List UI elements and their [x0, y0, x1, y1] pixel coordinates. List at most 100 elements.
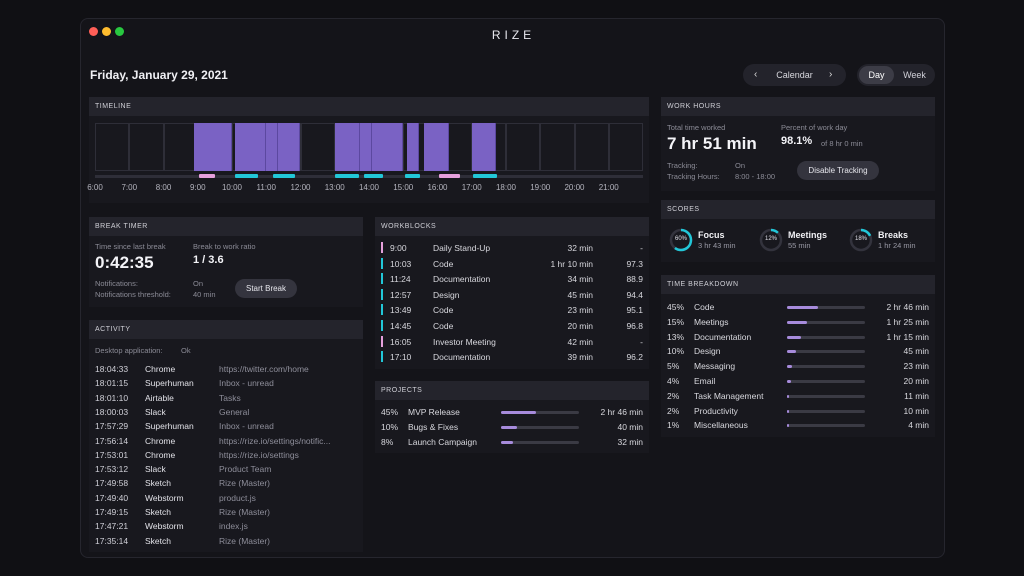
- activity-row[interactable]: 17:53:01 Chrome https://rize.io/settings: [89, 450, 363, 463]
- activity-row[interactable]: 17:56:14 Chrome https://rize.io/settings/n…: [89, 436, 363, 449]
- workblock-duration: 23 min: [567, 305, 593, 316]
- timeline-workblock-marker[interactable]: [199, 174, 215, 178]
- workblock-score: 96.2: [626, 352, 643, 363]
- activity-row[interactable]: 17:47:21 Webstorm index.js: [89, 521, 363, 534]
- workblock-row[interactable]: 14:45 Code 20 min 96.8: [375, 320, 649, 333]
- workblock-row[interactable]: 16:05 Investor Meeting 42 min -: [375, 335, 649, 349]
- scores-title: SCORES: [661, 200, 935, 219]
- activity-app: Slack: [145, 464, 166, 475]
- timeline-workblock-marker[interactable]: [235, 174, 258, 178]
- timeline-workblock-marker[interactable]: [473, 174, 498, 178]
- breakdown-row[interactable]: 15% Meetings 1 hr 25 min: [661, 317, 935, 330]
- breakdown-row[interactable]: 10% Design 45 min: [661, 346, 935, 359]
- calendar-button[interactable]: Calendar: [776, 70, 813, 80]
- workblock-name: Documentation: [433, 352, 491, 363]
- score-ring: [849, 228, 873, 252]
- timeline-tick-label: 6:00: [87, 183, 103, 192]
- breakdown-row[interactable]: 4% Email 20 min: [661, 376, 935, 389]
- workblock-row[interactable]: 10:03 Code 1 hr 10 min 97.3: [375, 257, 649, 271]
- breakdown-duration: 11 min: [904, 390, 929, 401]
- workblock-row[interactable]: 17:10 Documentation 39 min 96.2: [375, 351, 649, 364]
- activity-row[interactable]: 17:49:58 Sketch Rize (Master): [89, 478, 363, 491]
- breakdown-row[interactable]: 2% Productivity 10 min: [661, 406, 935, 419]
- timeline-workblock-marker[interactable]: [404, 174, 421, 178]
- activity-app: Sketch: [145, 478, 171, 489]
- activity-row[interactable]: 18:01:15 Superhuman Inbox - unread: [89, 378, 363, 391]
- breakdown-row[interactable]: 5% Messaging 23 min: [661, 361, 935, 374]
- timeline-grid[interactable]: [95, 123, 643, 171]
- activity-row[interactable]: 17:57:29 Superhuman Inbox - unread: [89, 421, 363, 434]
- timeline-activity-block[interactable]: [360, 123, 373, 171]
- prev-day-chevron-icon[interactable]: ‹: [754, 69, 758, 80]
- workblock-color-flag: [381, 320, 383, 331]
- activity-row[interactable]: 18:01:10 Airtable Tasks: [89, 393, 363, 406]
- timeline-activity-block[interactable]: [372, 123, 404, 171]
- scores-panel: SCORES 60% Focus 3 hr 43 min 12% Meetings 55 …: [661, 200, 935, 262]
- breakdown-progress-fill: [787, 320, 807, 324]
- project-progress-bar: [501, 411, 579, 414]
- project-row[interactable]: 10% Bugs & Fixes 40 min: [375, 422, 649, 435]
- activity-row[interactable]: 17:35:14 Sketch Rize (Master): [89, 536, 363, 549]
- workblock-row[interactable]: 11:24 Documentation 34 min 88.9: [375, 273, 649, 286]
- timeline-workblock-marker[interactable]: [439, 174, 460, 178]
- activity-row[interactable]: 18:00:03 Slack General: [89, 407, 363, 420]
- workblock-time: 13:49: [390, 305, 412, 316]
- workblock-row[interactable]: 9:00 Daily Stand-Up 32 min -: [375, 242, 649, 255]
- start-break-button[interactable]: Start Break: [235, 279, 297, 298]
- activity-time: 17:53:12: [95, 464, 129, 475]
- tab-day[interactable]: Day: [859, 66, 894, 84]
- timeline-activity-block[interactable]: [194, 123, 232, 171]
- timeline-workblock-marker[interactable]: [363, 174, 383, 178]
- activity-row[interactable]: 18:04:33 Chrome https://twitter.com/home: [89, 364, 363, 377]
- breakdown-percent: 4%: [667, 376, 680, 386]
- timeline-activity-block[interactable]: [278, 123, 301, 171]
- activity-time: 17:56:14: [95, 435, 129, 446]
- timeline-tick-label: 11:00: [256, 183, 276, 192]
- workblock-time: 14:45: [390, 321, 412, 331]
- timeline-hour-cell: [163, 123, 198, 171]
- tab-week[interactable]: Week: [903, 70, 926, 80]
- workblock-row[interactable]: 12:57 Design 45 min 94.4: [375, 288, 649, 302]
- timeline-activity-block[interactable]: [235, 123, 267, 171]
- project-row[interactable]: 45% MVP Release 2 hr 46 min: [375, 407, 649, 420]
- minimize-window-button[interactable]: [102, 27, 111, 36]
- score-ring-fill: [759, 228, 783, 252]
- timeline-workblock-marker[interactable]: [334, 174, 359, 178]
- score-percent: 12%: [764, 236, 777, 242]
- app-title: RIZE: [491, 28, 536, 42]
- activity-row[interactable]: 17:49:40 Webstorm product.js: [89, 493, 363, 506]
- score-percent: 18%: [854, 236, 867, 242]
- timeline-activity-block[interactable]: [406, 123, 419, 171]
- maximize-window-button[interactable]: [115, 27, 124, 36]
- timeline-activity-block[interactable]: [266, 123, 279, 171]
- disable-tracking-button[interactable]: Disable Tracking: [797, 161, 879, 180]
- workblock-score: -: [640, 336, 643, 347]
- breakdown-progress-fill: [787, 409, 790, 413]
- close-window-button[interactable]: [89, 27, 98, 36]
- breakdown-row[interactable]: 2% Task Management 11 min: [661, 391, 935, 404]
- score-item[interactable]: 18% Breaks 1 hr 24 min: [849, 228, 937, 254]
- project-row[interactable]: 8% Launch Campaign 32 min: [375, 437, 649, 450]
- score-item[interactable]: 12% Meetings 55 min: [759, 228, 847, 254]
- workblock-score: 96.8: [626, 321, 643, 331]
- breakdown-name: Task Management: [694, 390, 764, 401]
- score-item[interactable]: 60% Focus 3 hr 43 min: [669, 228, 757, 254]
- activity-row[interactable]: 17:49:15 Sketch Rize (Master): [89, 507, 363, 520]
- timeline-activity-block[interactable]: [423, 123, 450, 171]
- workblock-row[interactable]: 13:49 Code 23 min 95.1: [375, 304, 649, 317]
- breakdown-row[interactable]: 1% Miscellaneous 4 min: [661, 420, 935, 433]
- workblock-name: Code: [433, 321, 454, 331]
- breakdown-progress-bar: [787, 409, 865, 413]
- timeline-activity-block[interactable]: [334, 123, 361, 171]
- timeline-activity-block[interactable]: [471, 123, 496, 171]
- ratio-label: Break to work ratio: [193, 242, 256, 251]
- activity-time: 17:47:21: [95, 521, 129, 532]
- timeline-workblock-marker[interactable]: [273, 174, 296, 178]
- activity-time: 17:57:29: [95, 421, 129, 432]
- percent-value: 98.1%: [781, 135, 813, 147]
- breakdown-name: Messaging: [694, 361, 736, 372]
- breakdown-row[interactable]: 13% Documentation 1 hr 15 min: [661, 332, 935, 345]
- breakdown-row[interactable]: 45% Code 2 hr 46 min: [661, 302, 935, 315]
- next-day-chevron-icon[interactable]: ›: [829, 69, 833, 80]
- activity-row[interactable]: 17:53:12 Slack Product Team: [89, 464, 363, 477]
